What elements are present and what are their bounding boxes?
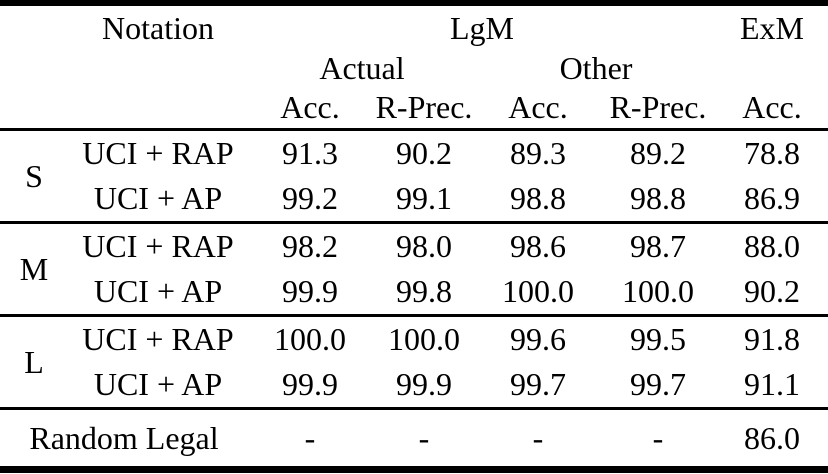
value-cell: 99.7 <box>600 362 716 410</box>
table-row: L UCI + RAP 100.0 100.0 99.6 99.5 91.8 <box>0 315 828 410</box>
notation-cell: UCI + AP <box>68 176 248 224</box>
header-row-subgroup: Actual Other <box>0 50 828 87</box>
header-exm-group: ExM <box>740 9 804 46</box>
header-empty-cell <box>0 87 248 131</box>
header-notation: Notation <box>102 9 214 46</box>
value-cell: 91.3 <box>282 135 338 171</box>
value-cell: 99.5 <box>630 321 686 357</box>
group-label-s: S <box>0 129 68 224</box>
notation-cell: UCI + RAP <box>82 135 234 171</box>
value-cell: - <box>418 419 430 456</box>
value-cell: 98.6 <box>510 228 566 264</box>
group-label-l: L <box>0 315 68 410</box>
value-cell: 91.1 <box>716 362 828 410</box>
header-lgm-group: LgM <box>450 9 514 46</box>
value-cell: 86.9 <box>716 176 828 224</box>
value-cell: 91.8 <box>744 321 800 357</box>
header-metric-actual-rprec: R-Prec. <box>372 87 476 131</box>
header-empty-cell <box>0 3 68 50</box>
notation-cell: UCI + RAP <box>82 228 234 264</box>
table-row: M UCI + RAP 98.2 98.0 98.6 98.7 88.0 <box>0 222 828 317</box>
value-cell: 98.0 <box>396 228 452 264</box>
value-cell: 100.0 <box>476 269 600 317</box>
header-metric-other-acc: Acc. <box>476 87 600 131</box>
table-row: UCI + AP 99.2 99.1 98.8 98.8 86.9 <box>0 176 828 224</box>
table-row: S UCI + RAP 91.3 90.2 89.3 89.2 78.8 <box>0 129 828 224</box>
value-cell: 99.8 <box>372 269 476 317</box>
value-cell: 99.2 <box>248 176 372 224</box>
value-cell: 100.0 <box>600 269 716 317</box>
value-cell: 99.1 <box>372 176 476 224</box>
table-row: UCI + AP 99.9 99.9 99.7 99.7 91.1 <box>0 362 828 410</box>
value-cell: 86.0 <box>744 419 800 456</box>
header-actual-subgroup: Actual <box>319 50 405 86</box>
value-cell: 89.2 <box>630 135 686 171</box>
random-legal-label: Random Legal <box>29 419 219 456</box>
notation-cell: UCI + AP <box>68 362 248 410</box>
value-cell: 88.0 <box>744 228 800 264</box>
table-row-random-legal: Random Legal - - - - 86.0 <box>0 409 828 470</box>
value-cell: 99.9 <box>248 269 372 317</box>
value-cell: - <box>532 419 544 456</box>
header-row-top: Notation LgM ExM <box>0 3 828 50</box>
value-cell: 99.7 <box>476 362 600 410</box>
value-cell: - <box>304 419 316 456</box>
notation-cell: UCI + RAP <box>82 321 234 357</box>
value-cell: 90.2 <box>716 269 828 317</box>
value-cell: 89.3 <box>510 135 566 171</box>
value-cell: 78.8 <box>744 135 800 171</box>
header-metric-other-rprec: R-Prec. <box>600 87 716 131</box>
value-cell: 98.2 <box>282 228 338 264</box>
value-cell: 98.8 <box>476 176 600 224</box>
header-metric-actual-acc: Acc. <box>248 87 372 131</box>
value-cell: 99.9 <box>248 362 372 410</box>
value-cell: - <box>652 419 664 456</box>
value-cell: 98.8 <box>600 176 716 224</box>
value-cell: 100.0 <box>388 321 460 357</box>
value-cell: 99.6 <box>510 321 566 357</box>
value-cell: 100.0 <box>274 321 346 357</box>
value-cell: 90.2 <box>396 135 452 171</box>
header-metric-exm-acc: Acc. <box>716 87 828 131</box>
group-label-m: M <box>0 222 68 317</box>
value-cell: 99.9 <box>372 362 476 410</box>
notation-cell: UCI + AP <box>68 269 248 317</box>
header-empty-cell <box>0 50 248 87</box>
header-row-metrics: Acc. R-Prec. Acc. R-Prec. Acc. <box>0 87 828 131</box>
value-cell: 98.7 <box>630 228 686 264</box>
header-other-subgroup: Other <box>559 50 633 86</box>
header-empty-cell <box>716 50 828 87</box>
table-row: UCI + AP 99.9 99.8 100.0 100.0 90.2 <box>0 269 828 317</box>
